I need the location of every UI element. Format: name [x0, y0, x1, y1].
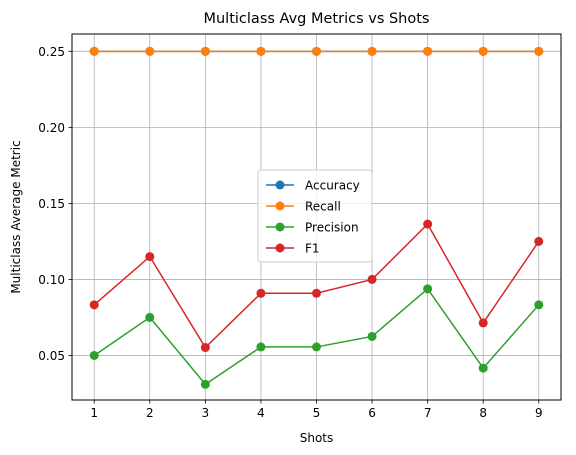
- legend-label: Recall: [305, 200, 341, 214]
- data-point: [256, 342, 266, 352]
- data-point: [256, 46, 266, 56]
- legend-marker: [275, 222, 285, 232]
- legend-label: F1: [305, 242, 320, 256]
- data-point: [423, 219, 433, 229]
- data-point: [89, 46, 99, 56]
- data-point: [312, 342, 321, 352]
- series-precision: [89, 284, 544, 389]
- axis-ticks: 1 2 3 4 5 6 7 8 9 0.05 0.10 0.15 0.20 0.25: [38, 45, 542, 420]
- series-f1: [89, 219, 544, 353]
- legend-frame: [257, 169, 373, 263]
- legend: Accuracy Recall Precision F1: [257, 169, 373, 263]
- data-point: [145, 252, 155, 262]
- legend-marker: [275, 243, 285, 253]
- x-tick-label: 8: [479, 406, 487, 420]
- data-point: [478, 46, 488, 56]
- data-point: [312, 46, 321, 56]
- legend-label: Accuracy: [305, 179, 360, 193]
- data-point: [423, 46, 433, 56]
- legend-marker: [275, 201, 285, 211]
- x-tick-label: 1: [90, 406, 98, 420]
- x-tick-label: 4: [257, 406, 265, 420]
- data-point: [478, 363, 488, 373]
- legend-item: Precision: [266, 221, 359, 235]
- data-point: [478, 318, 488, 328]
- x-tick-label: 9: [535, 406, 543, 420]
- data-point: [200, 46, 210, 56]
- y-tick-label: 0.10: [38, 273, 65, 287]
- data-point: [145, 46, 155, 56]
- legend-item: Accuracy: [266, 179, 360, 193]
- data-point: [89, 350, 99, 360]
- x-tick-label: 7: [424, 406, 432, 420]
- data-point: [423, 284, 433, 294]
- y-tick-label: 0.25: [38, 45, 65, 59]
- data-point: [145, 312, 155, 322]
- data-point: [534, 236, 544, 246]
- data-point: [367, 46, 377, 56]
- x-axis-label: Shots: [300, 431, 334, 445]
- legend-item: F1: [266, 242, 320, 256]
- data-point: [534, 300, 544, 310]
- data-point: [534, 46, 544, 56]
- data-point: [312, 288, 321, 298]
- chart-title: Multiclass Avg Metrics vs Shots: [203, 11, 429, 27]
- series-layer: [89, 46, 544, 389]
- legend-item: Recall: [266, 200, 341, 214]
- legend-label: Precision: [305, 221, 359, 235]
- y-axis-label: Multiclass Average Metric: [9, 140, 23, 293]
- data-point: [367, 331, 377, 341]
- series-recall: [89, 46, 544, 56]
- data-point: [89, 300, 99, 310]
- x-tick-label: 5: [313, 406, 321, 420]
- y-tick-label: 0.05: [38, 349, 65, 363]
- data-point: [367, 274, 377, 284]
- y-tick-label: 0.15: [38, 197, 65, 211]
- x-tick-label: 6: [368, 406, 376, 420]
- data-point: [256, 288, 266, 298]
- x-tick-label: 2: [146, 406, 154, 420]
- legend-marker: [275, 180, 285, 190]
- x-tick-label: 3: [202, 406, 210, 420]
- data-point: [200, 379, 210, 389]
- data-point: [200, 343, 210, 353]
- y-tick-label: 0.20: [38, 121, 65, 135]
